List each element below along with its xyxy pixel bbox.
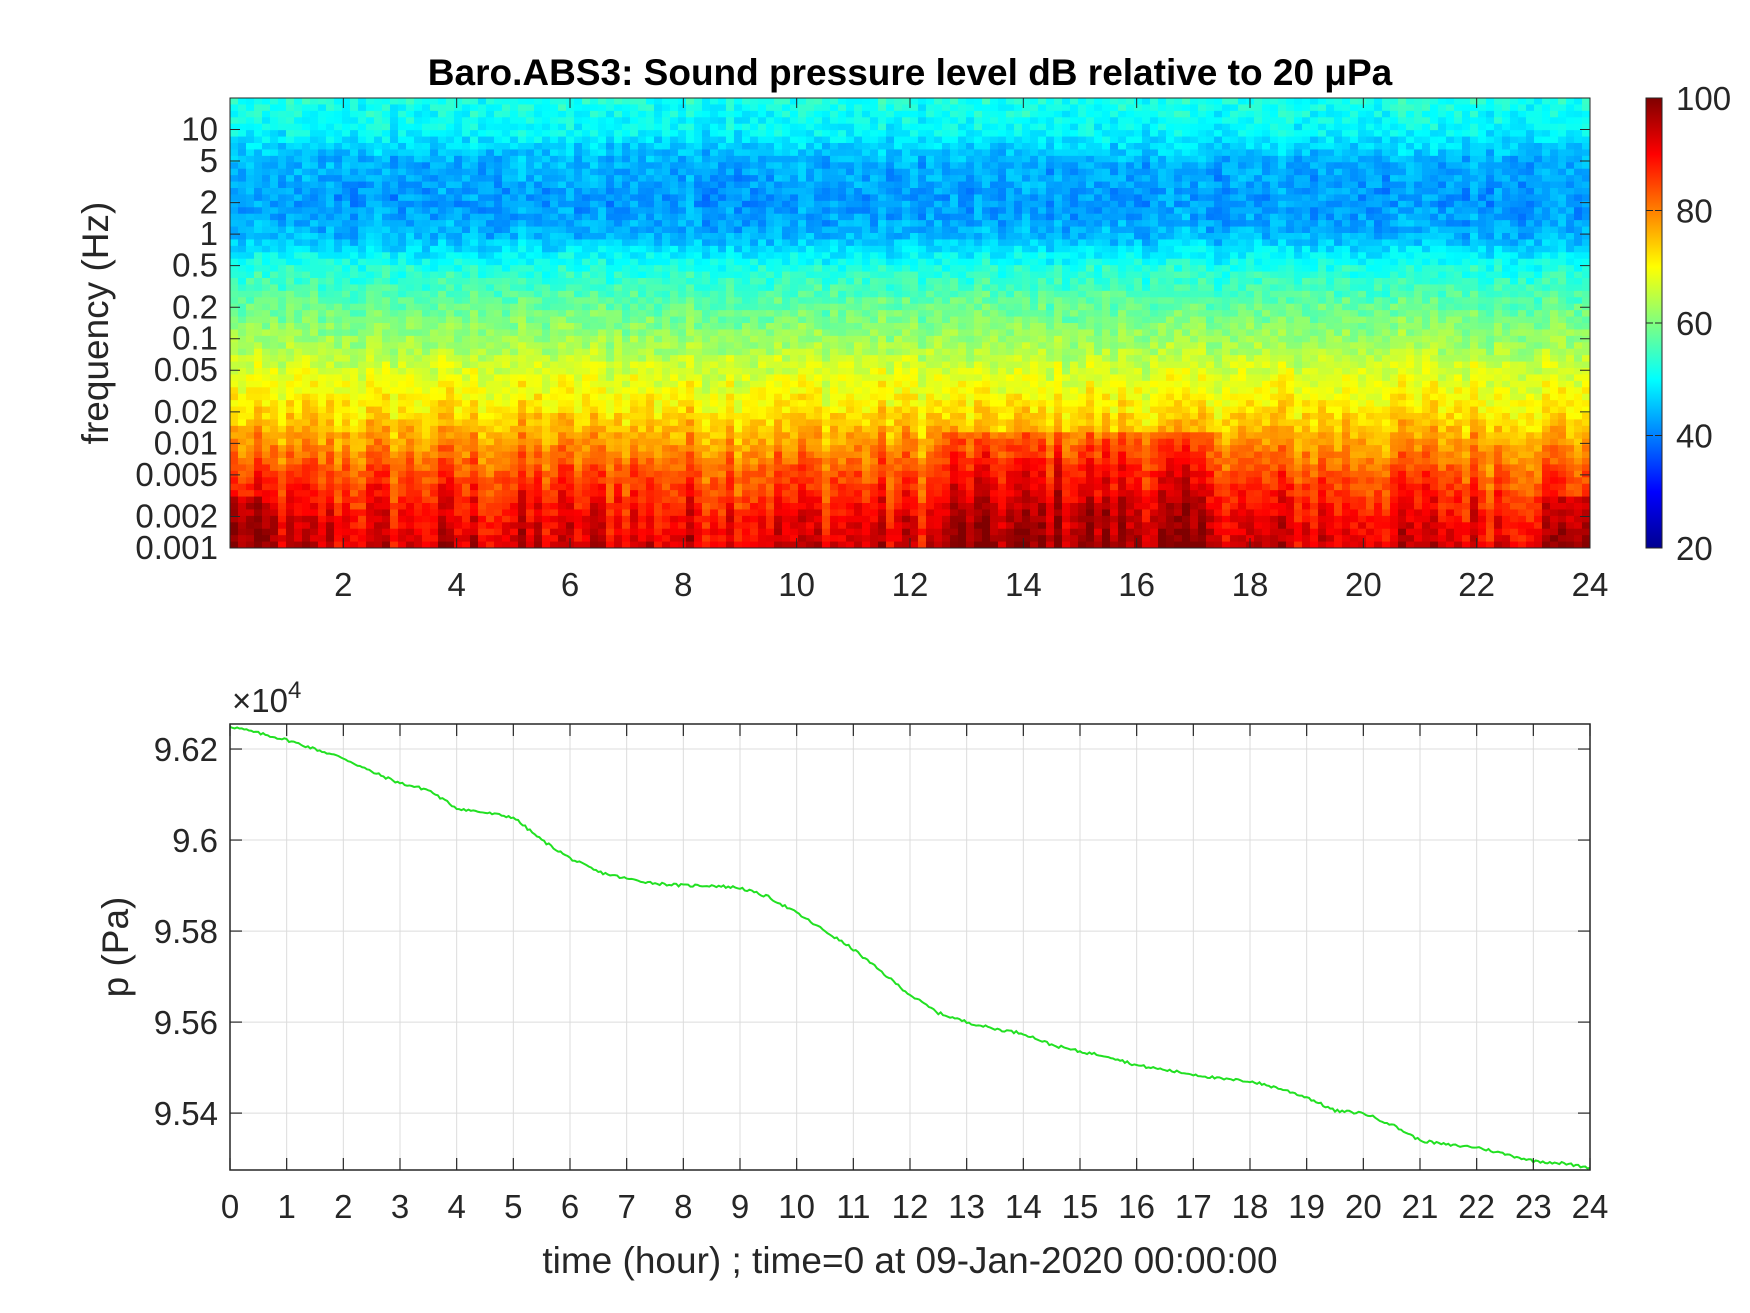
spectrogram-x-tick-label: 2 [334,566,352,603]
pressure-x-tick-label: 7 [617,1188,635,1225]
pressure-x-tick-label: 8 [674,1188,692,1225]
colorbar-tick-label: 20 [1676,530,1713,567]
pressure-x-tick-label: 18 [1232,1188,1269,1225]
spectrogram-ticks: 2 4 6 8 10 12 14 16 18 20 22 24105210.50.20.10.050.… [135,98,1608,603]
spectrogram-y-tick-label: 0.002 [135,498,218,535]
spectrogram-x-tick-label: 14 [1005,566,1042,603]
exponent-label: ×104 [232,677,301,719]
pressure-y-tick-label: 9.6 [172,822,218,859]
pressure-x-tick-label: 1 [277,1188,295,1225]
time-axis-label: time (hour) ; time=0 at 09-Jan-2020 00:0… [542,1240,1277,1281]
spectrogram-x-tick-label: 8 [674,566,692,603]
pressure-x-tick-label: 5 [504,1188,522,1225]
spectrogram-x-tick-label: 22 [1458,566,1495,603]
pressure-x-tick-label: 14 [1005,1188,1042,1225]
pressure-ticks: 0 1 2 3 4 5 6 7 8 9 10 11 12 13 14 15 16 17 18 19 20 21 22 23 24… [154,724,1609,1225]
spectrogram-y-tick-label: 0.005 [135,456,218,493]
pressure-x-tick-label: 12 [892,1188,929,1225]
pressure-x-tick-label: 3 [391,1188,409,1225]
pressure-x-tick-label: 15 [1062,1188,1099,1225]
pressure-y-tick-label: 9.56 [154,1004,218,1041]
spectrogram-y-tick-label: 0.5 [172,247,218,284]
pressure-x-tick-label: 10 [778,1188,815,1225]
colorbar-tick-label: 60 [1676,305,1713,342]
spectrogram-title: Baro.ABS3: Sound pressure level dB relat… [428,52,1393,93]
pressure-x-tick-label: 22 [1458,1188,1495,1225]
colorbar-tick-label: 80 [1676,193,1713,230]
pressure-x-tick-label: 4 [447,1188,465,1225]
spectrogram-y-tick-label: 5 [200,142,218,179]
spectrogram-y-tick-label: 0.02 [154,393,218,430]
spectrogram-y-tick-label: 0.05 [154,351,218,388]
frequency-axis-label: frequency (Hz) [75,202,116,445]
spectrogram-y-tick-label: 0.01 [154,424,218,461]
pressure-x-tick-label: 19 [1288,1188,1325,1225]
spectrogram-image [230,98,1590,548]
pressure-x-tick-label: 16 [1118,1188,1155,1225]
spectrogram-x-tick-label: 4 [447,566,465,603]
pressure-x-tick-label: 2 [334,1188,352,1225]
pressure-x-tick-label: 21 [1402,1188,1439,1225]
pressure-x-tick-label: 6 [561,1188,579,1225]
colorbar-tick-label: 100 [1676,80,1731,117]
spectrogram-y-tick-label: 0.001 [135,529,218,566]
pressure-x-tick-label: 11 [836,1188,870,1225]
spectrogram-x-tick-label: 10 [778,566,815,603]
spectrogram-x-tick-label: 6 [561,566,579,603]
spectrogram-y-tick-label: 2 [200,184,218,221]
spectrogram-x-tick-label: 12 [892,566,929,603]
spectrogram-x-tick-label: 18 [1232,566,1269,603]
colorbar-tick-label: 40 [1676,418,1713,455]
pressure-y-tick-label: 9.54 [154,1095,218,1132]
colorbar-ticks: 100 80 60 40 20 [1646,80,1731,567]
spectrogram-x-tick-label: 16 [1118,566,1155,603]
spectrogram-x-tick-label: 24 [1572,566,1609,603]
spectrogram-x-tick-label: 20 [1345,566,1382,603]
pressure-series-line [230,725,1590,1170]
pressure-x-tick-label: 20 [1345,1188,1382,1225]
spectrogram-y-tick-label: 0.1 [172,320,218,357]
pressure-x-tick-label: 23 [1515,1188,1552,1225]
spectrogram-y-tick-label: 1 [200,215,218,252]
spectrogram-y-tick-label: 10 [181,110,218,147]
pressure-y-tick-label: 9.62 [154,731,218,768]
pressure-x-tick-label: 17 [1175,1188,1212,1225]
pressure-x-tick-label: 24 [1572,1188,1609,1225]
pressure-axis-label: p (Pa) [95,897,136,998]
pressure-grid [229,724,1591,1170]
pressure-x-tick-label: 13 [948,1188,985,1225]
pressure-x-tick-label: 0 [221,1188,239,1225]
pressure-y-tick-label: 9.58 [154,913,218,950]
spectrogram-y-tick-label: 0.2 [172,288,218,325]
pressure-x-tick-label: 9 [731,1188,749,1225]
